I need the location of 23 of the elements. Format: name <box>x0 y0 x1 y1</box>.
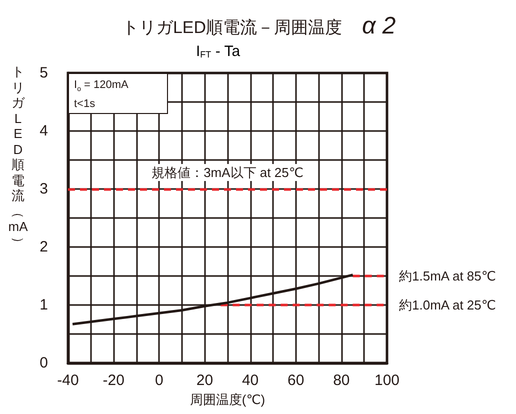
x-tick-label: 20 <box>196 372 214 389</box>
annotation: 約1.5mA at 85℃ <box>399 268 496 284</box>
y-tick-label: 1 <box>40 296 48 314</box>
x-tick-label: 60 <box>288 372 304 389</box>
text: α 2 <box>362 12 396 40</box>
y-tick-label: 5 <box>40 64 48 82</box>
x-axis-title: 周囲温度(℃) <box>190 392 266 407</box>
x-tick-label: -20 <box>102 372 124 389</box>
x-tick-label: 80 <box>333 372 350 389</box>
note-box: I$_{o}$ = 120mA t<1s <box>69 74 168 114</box>
y-tick-label: 2 <box>40 238 48 256</box>
x-tick-label: 100 <box>374 372 400 389</box>
annotation: 約1.0mA at 25℃ <box>399 298 496 312</box>
x-tick-label: -40 <box>57 372 79 389</box>
text: トリガLED順電流（mA） <box>8 64 28 249</box>
ref-line-label: 規格値：3mA以下 at 25℃ <box>152 165 304 180</box>
y-tick-label: 3 <box>40 180 48 198</box>
y-tick-label: 4 <box>40 122 48 140</box>
chart-subtitle: IFT - Ta <box>196 43 241 60</box>
y-tick-label: 0 <box>40 354 48 372</box>
x-tick-label: 0 <box>154 372 164 389</box>
x-tick-label: 40 <box>242 372 259 389</box>
chart-title: トリガLED順電流－周囲温度 <box>122 18 342 37</box>
